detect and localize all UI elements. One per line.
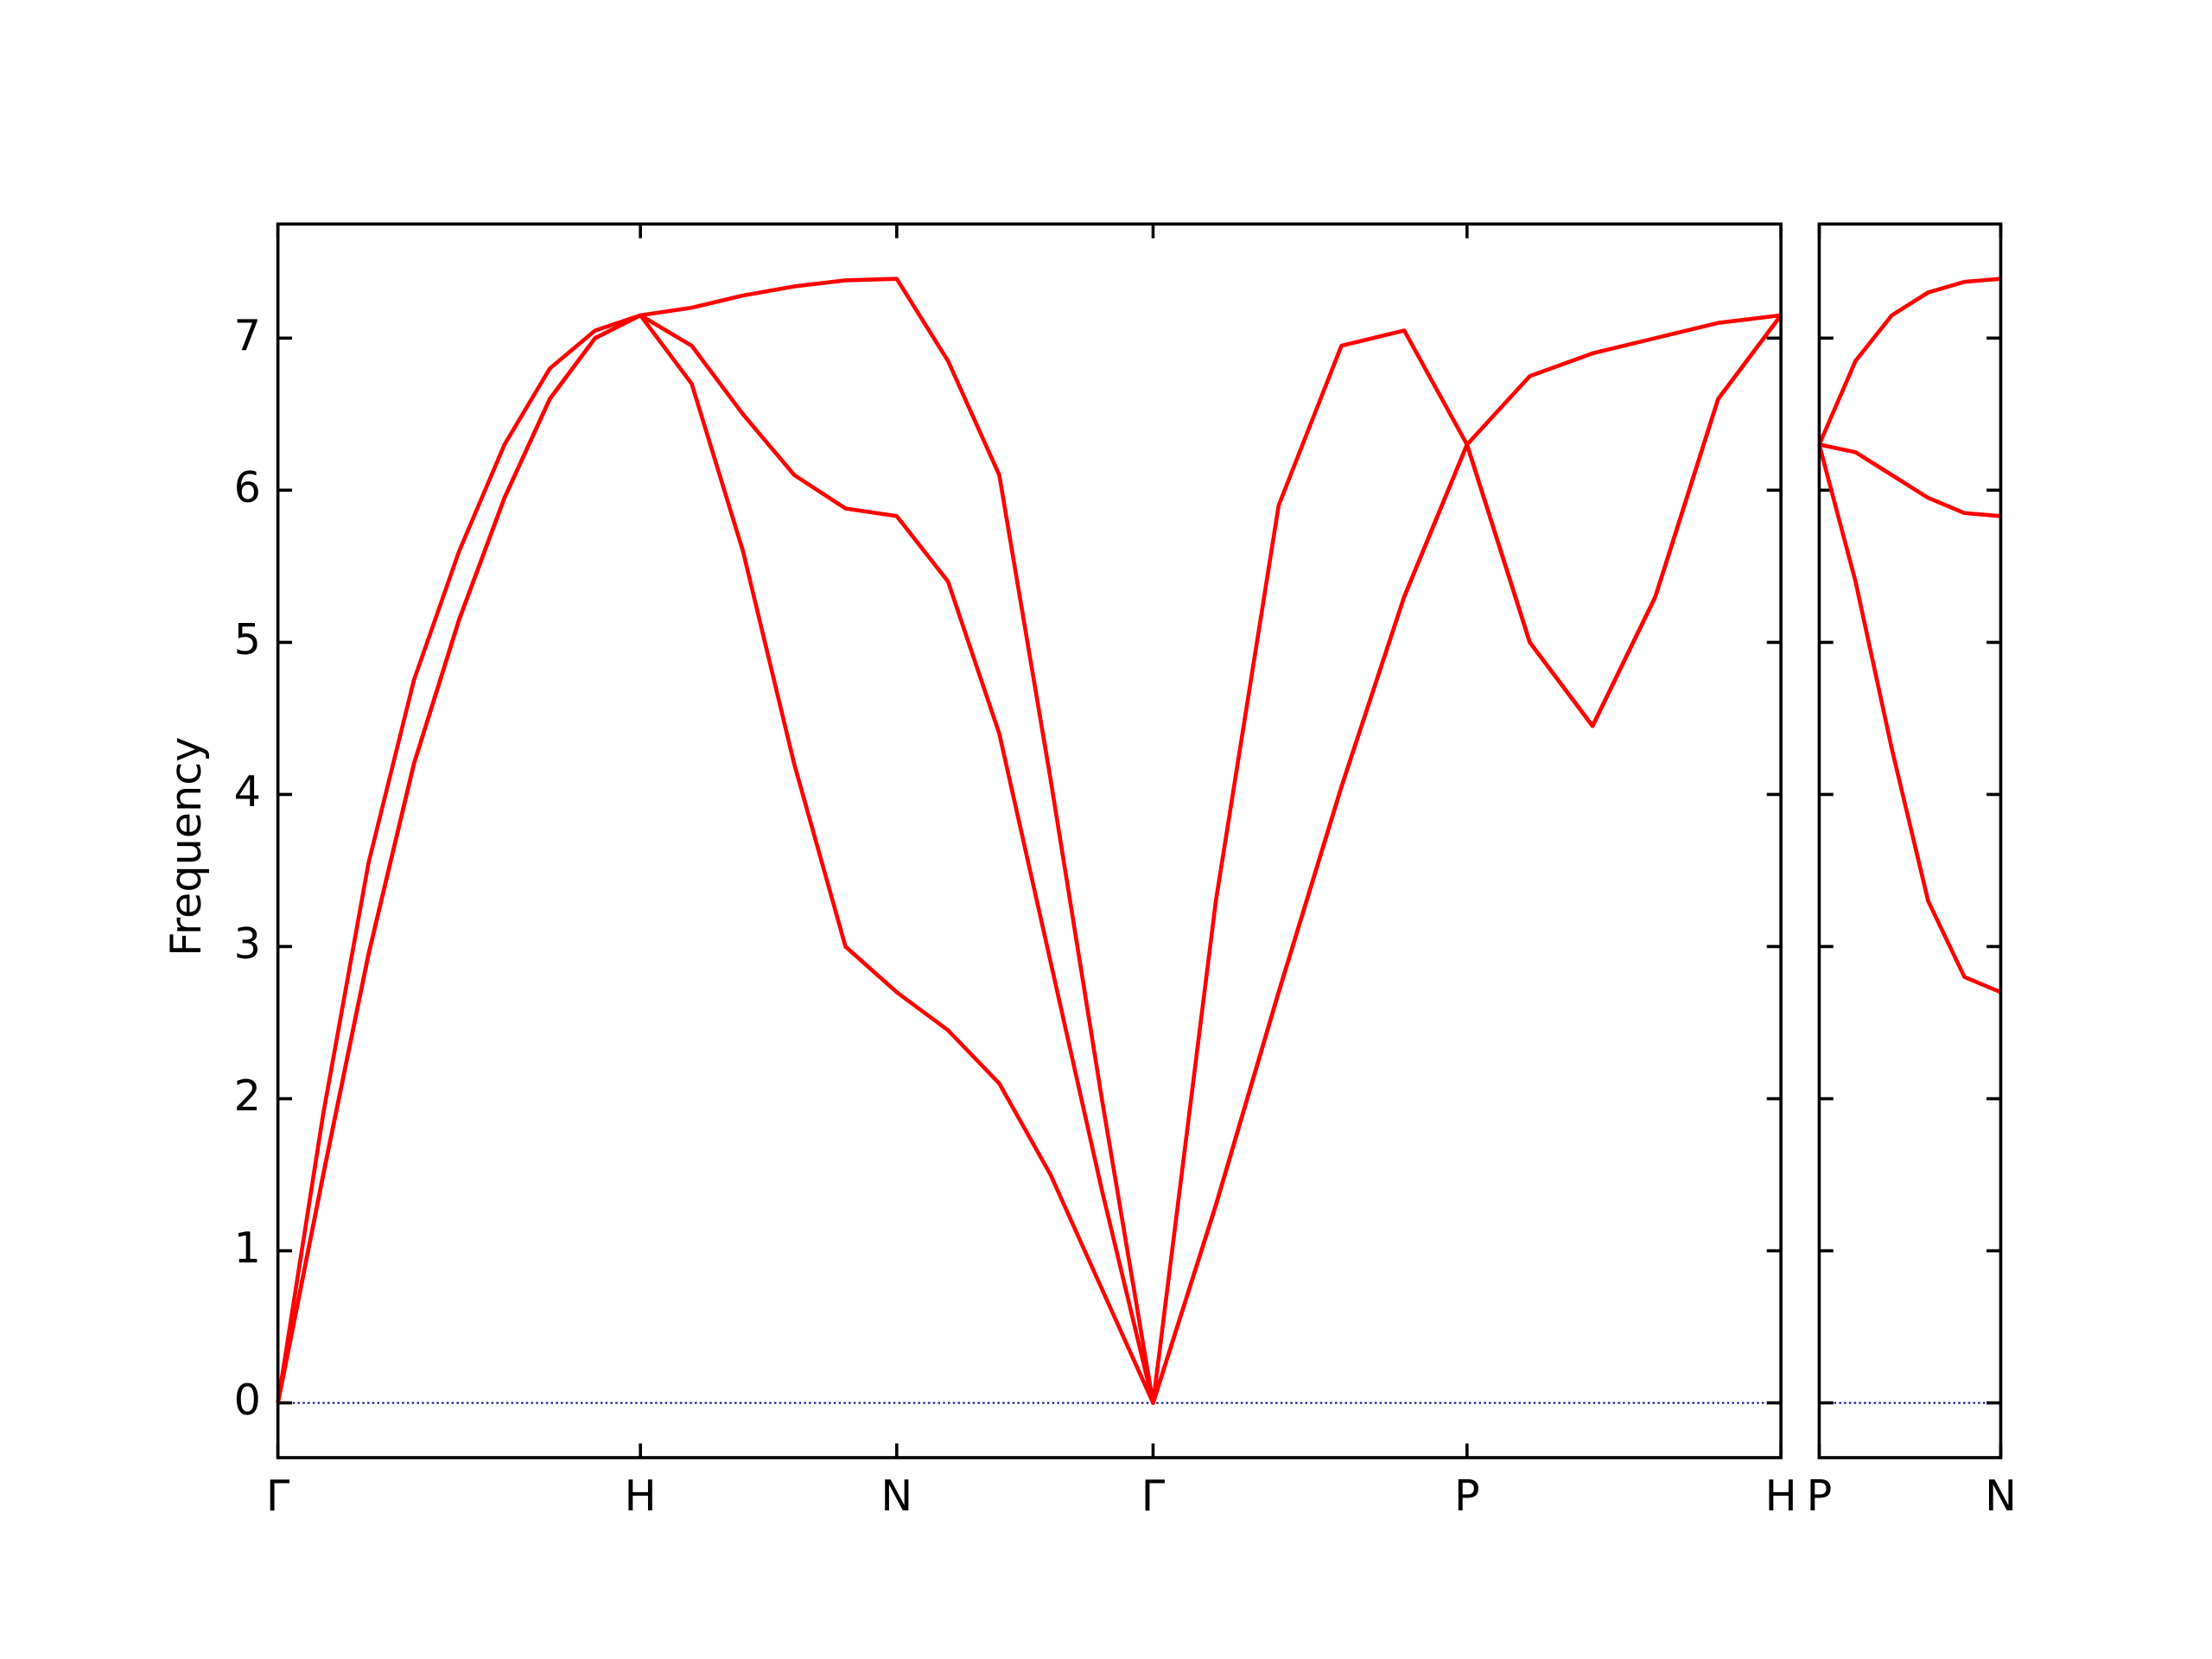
x-tick-label: H <box>625 1471 657 1521</box>
x-tick-label: Γ <box>266 1471 290 1521</box>
band-line <box>1818 442 2001 518</box>
band-line <box>1817 443 2002 995</box>
x-tick-label: P <box>1807 1471 1833 1521</box>
y-tick-label: 5 <box>234 614 261 664</box>
band-line <box>276 313 1783 1405</box>
plot-frame <box>1817 222 2003 1459</box>
y-axis-label: Frequency <box>161 737 211 957</box>
y-tick-label: 7 <box>234 310 261 360</box>
x-tick-label: P <box>1454 1471 1480 1521</box>
x-tick-label: N <box>880 1471 912 1521</box>
y-tick-label: 2 <box>234 1071 261 1121</box>
x-tick-label: Γ <box>1141 1471 1166 1521</box>
y-tick-label: 4 <box>234 766 261 817</box>
band-line <box>276 276 1782 1405</box>
x-tick-label: H <box>1765 1471 1797 1521</box>
band-line <box>1817 276 2001 446</box>
y-tick-label: 3 <box>234 918 261 969</box>
x-tick-label: N <box>1985 1471 2017 1521</box>
y-tick-label: 6 <box>234 462 261 512</box>
plot-frame <box>276 222 1783 1459</box>
y-tick-label: 0 <box>234 1375 261 1425</box>
y-tick-label: 1 <box>234 1223 261 1273</box>
